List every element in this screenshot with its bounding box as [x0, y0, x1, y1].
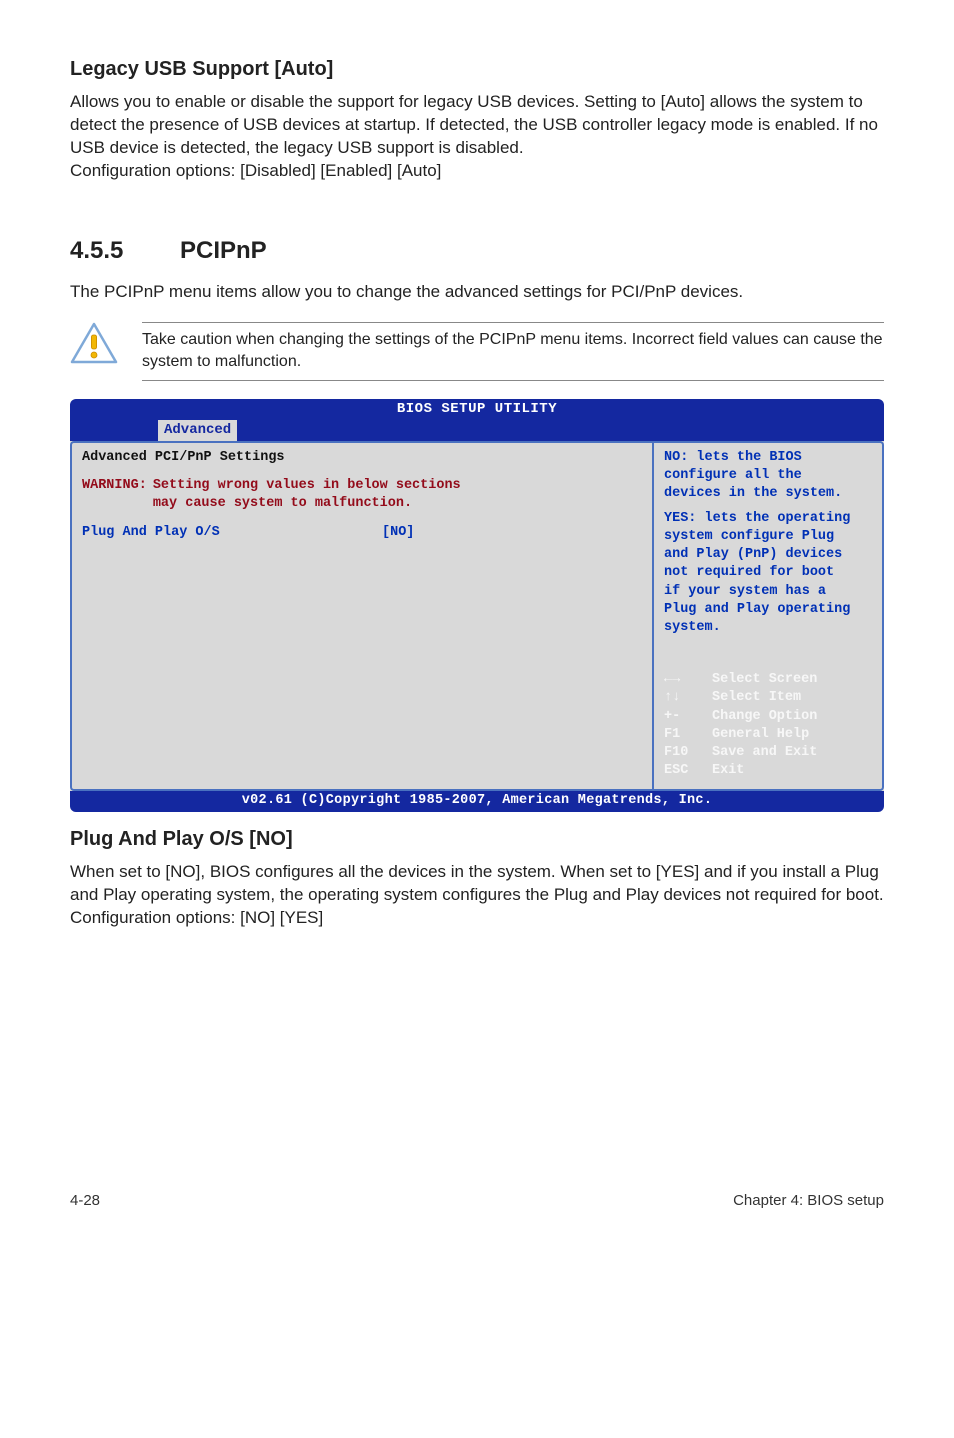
bios-nav-val: Exit: [712, 762, 744, 780]
bios-footer: v02.61 (C)Copyright 1985-2007, American …: [70, 791, 884, 812]
bios-nav-row: ↑↓Select Item: [664, 689, 872, 707]
bios-nav-row: +-Change Option: [664, 708, 872, 726]
bios-right-pane: NO: lets the BIOS configure all the devi…: [652, 441, 884, 791]
bios-nav-val: General Help: [712, 726, 809, 744]
caution-block: Take caution when changing the settings …: [70, 322, 884, 381]
bios-help-l10: system.: [664, 619, 872, 637]
bios-nav-val: Save and Exit: [712, 744, 817, 762]
bios-nav-val: Select Item: [712, 689, 801, 707]
bios-nav-key: ←→: [664, 671, 712, 689]
bios-help-l1: NO: lets the BIOS: [664, 449, 872, 467]
bios-warning: WARNING: Setting wrong values in below s…: [82, 477, 642, 513]
pcipnp-heading-number: 4.5.5: [70, 235, 180, 267]
plug-and-play-para2: Configuration options: [NO] [YES]: [70, 907, 884, 930]
bios-help-l5: system configure Plug: [664, 528, 872, 546]
caution-icon: [70, 322, 118, 366]
bios-panel: BIOS SETUP UTILITY Advanced Advanced PCI…: [70, 399, 884, 812]
bios-tab-advanced[interactable]: Advanced: [158, 420, 237, 441]
pcipnp-para1: The PCIPnP menu items allow you to chang…: [70, 281, 884, 304]
bios-nav-key: ESC: [664, 762, 712, 780]
bios-left-title: Advanced PCI/PnP Settings: [82, 449, 642, 467]
bios-help-l7: not required for boot: [664, 564, 872, 582]
bios-nav-key: F1: [664, 726, 712, 744]
bios-nav-key: ↑↓: [664, 689, 712, 707]
bios-setting-key: Plug And Play O/S: [82, 524, 382, 542]
bios-left-pane: Advanced PCI/PnP Settings WARNING: Setti…: [70, 441, 652, 791]
page-footer: 4-28 Chapter 4: BIOS setup: [70, 1190, 884, 1211]
bios-warning-msg-l1: Setting wrong values in below sections: [153, 477, 642, 495]
bios-nav-val: Select Screen: [712, 671, 817, 689]
bios-setting-row[interactable]: Plug And Play O/S [NO]: [82, 524, 642, 542]
bios-warning-label: WARNING:: [82, 477, 153, 513]
bios-help-text: NO: lets the BIOS configure all the devi…: [664, 449, 872, 637]
bios-help-l9: Plug and Play operating: [664, 601, 872, 619]
bios-nav-row: ESCExit: [664, 762, 872, 780]
bios-nav-key: +-: [664, 708, 712, 726]
bios-help-l6: and Play (PnP) devices: [664, 546, 872, 564]
bios-nav-row: F10Save and Exit: [664, 744, 872, 762]
pcipnp-heading: 4.5.5PCIPnP: [70, 235, 884, 267]
pcipnp-heading-title: PCIPnP: [180, 237, 267, 264]
bios-nav-key: F10: [664, 744, 712, 762]
bios-help-l8: if your system has a: [664, 583, 872, 601]
bios-tab-row: Advanced: [70, 420, 884, 441]
bios-help-l2: configure all the: [664, 467, 872, 485]
caution-text: Take caution when changing the settings …: [142, 322, 884, 381]
legacy-usb-heading: Legacy USB Support [Auto]: [70, 56, 884, 83]
bios-warning-msg: Setting wrong values in below sections m…: [153, 477, 642, 513]
legacy-usb-para1: Allows you to enable or disable the supp…: [70, 91, 884, 160]
bios-nav-row: F1General Help: [664, 726, 872, 744]
page-chapter: Chapter 4: BIOS setup: [733, 1191, 884, 1211]
legacy-usb-para2: Configuration options: [Disabled] [Enabl…: [70, 160, 884, 183]
bios-nav-help: ←→Select Screen ↑↓Select Item +-Change O…: [664, 671, 872, 780]
plug-and-play-para1: When set to [NO], BIOS configures all th…: [70, 861, 884, 907]
bios-setting-value[interactable]: [NO]: [382, 524, 414, 542]
bios-warning-msg-l2: may cause system to malfunction.: [153, 495, 642, 513]
bios-help-l3: devices in the system.: [664, 485, 872, 503]
plug-and-play-heading: Plug And Play O/S [NO]: [70, 826, 884, 853]
bios-titlebar: BIOS SETUP UTILITY: [70, 399, 884, 420]
bios-help-l4: YES: lets the operating: [664, 510, 872, 528]
bios-nav-row: ←→Select Screen: [664, 671, 872, 689]
bios-nav-val: Change Option: [712, 708, 817, 726]
page-number: 4-28: [70, 1191, 100, 1211]
